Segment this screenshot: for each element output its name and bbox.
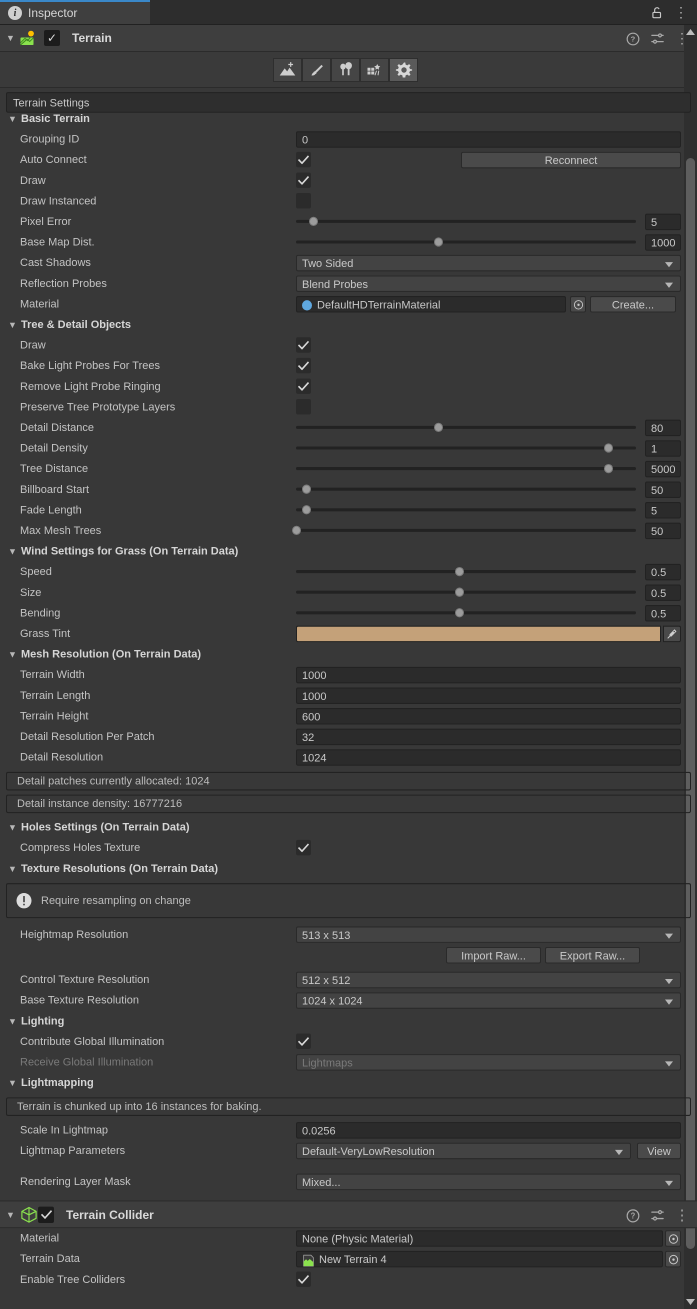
svg-text:?: ? — [631, 34, 636, 43]
svg-text:?: ? — [631, 1211, 636, 1220]
